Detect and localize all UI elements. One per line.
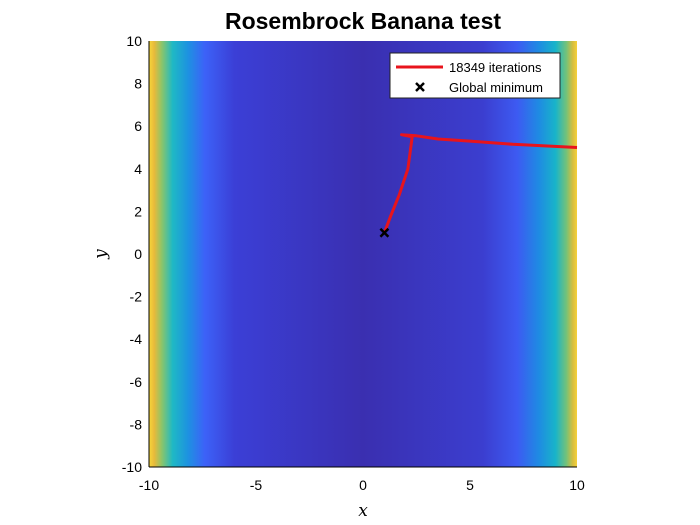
legend-label-path: 18349 iterations (449, 60, 542, 75)
x-tick-label: -10 (139, 477, 159, 493)
x-tick-label: 0 (359, 477, 367, 493)
y-tick-label: -6 (130, 374, 143, 390)
x-axis-label: x (358, 501, 368, 521)
legend-x-marker-icon (415, 82, 425, 92)
y-tick-label: 2 (134, 203, 142, 219)
legend: 18349 iterations Global minimum (389, 52, 561, 99)
y-tick-label: 4 (134, 161, 142, 177)
heatmap-surface (149, 41, 577, 467)
x-tick-label: 10 (569, 477, 585, 493)
optimization-path-line (382, 133, 578, 234)
x-tick-label: -5 (250, 477, 263, 493)
series-layer (379, 133, 578, 238)
chart-title: Rosembrock Banana test (225, 8, 501, 34)
y-tick-label: 0 (134, 246, 142, 262)
y-tick-label: -8 (130, 416, 143, 432)
y-tick-label: 6 (134, 118, 142, 134)
y-tick-label: 8 (134, 76, 142, 92)
y-tick-label: -10 (122, 459, 142, 475)
legend-label-minimum: Global minimum (449, 80, 543, 95)
legend-box (389, 52, 561, 99)
y-tick-labels: -10 -8 -6 -4 -2 0 2 4 6 8 10 (122, 33, 142, 475)
global-minimum-marker (379, 227, 390, 238)
plot-area: -10 -5 0 5 10 -10 -8 -6 -4 -2 0 2 4 6 8 10 (122, 33, 585, 493)
y-tick-label: -4 (130, 331, 143, 347)
x-tick-label: 5 (466, 477, 474, 493)
y-axis-label: y (91, 249, 111, 260)
x-tick-labels: -10 -5 0 5 10 (139, 477, 585, 493)
y-tick-label: -2 (130, 289, 143, 305)
y-tick-label: 10 (126, 33, 142, 49)
